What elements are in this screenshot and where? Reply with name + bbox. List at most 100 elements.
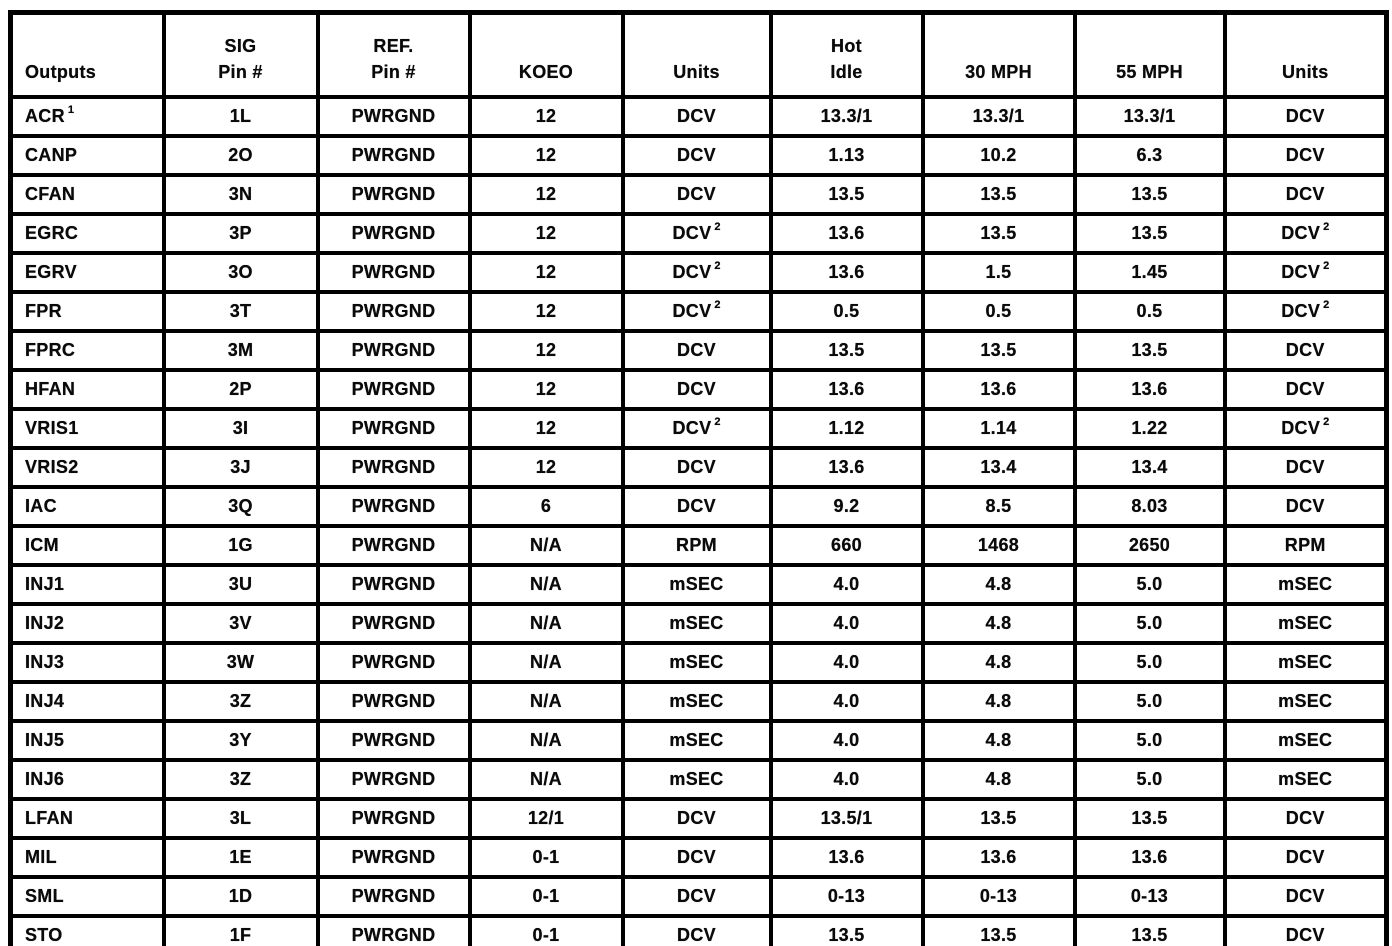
- header-line: Units: [1282, 61, 1329, 82]
- cell-text: DCV: [1285, 184, 1325, 204]
- cell-text: PWRGND: [351, 262, 436, 282]
- cell-text: INJ1: [25, 574, 65, 594]
- 55-mph-cell: 1.45: [1072, 251, 1227, 294]
- table-row-fpr: FPR 3T PWRGND 12 DCV 2 0.5 0.5 0.5 DCV 2: [8, 290, 1389, 333]
- cell-text: PWRGND: [351, 145, 436, 165]
- cell-text: 13.5: [1131, 925, 1168, 945]
- cell-text: DCV: [1281, 418, 1321, 438]
- cell-text: 0-13: [827, 886, 866, 906]
- cell-text: 13.6: [1131, 379, 1168, 399]
- cell-text: 13.5: [1131, 340, 1168, 360]
- output-cell: VRIS2: [8, 446, 166, 489]
- cell-text: 4.0: [833, 730, 860, 750]
- cell-text: PWRGND: [351, 418, 436, 438]
- 55-mph-cell: 13.3/1: [1072, 95, 1227, 138]
- header-line: KOEO: [518, 61, 574, 82]
- units-koeo-cell: DCV 2: [620, 290, 773, 333]
- superscript-footnote: 2: [714, 221, 721, 233]
- cell-text: 0.5: [985, 301, 1012, 321]
- 55-mph-cell: 5.0: [1072, 641, 1227, 684]
- 30-mph-cell: 13.5: [920, 329, 1077, 372]
- cell-text: 0-1: [532, 886, 560, 906]
- sig-pin-cell: 1F: [161, 914, 320, 946]
- cell-text: 1.45: [1131, 262, 1168, 282]
- table-row-hfan: HFAN 2P PWRGND 12 DCV 13.6 13.6 13.6 DCV: [8, 368, 1389, 411]
- cell-text: DCV: [677, 145, 716, 165]
- output-cell: ICM: [8, 524, 166, 567]
- cell-text: 13.6: [828, 379, 865, 399]
- cell-text: 1E: [229, 847, 252, 867]
- cell-text: 4.8: [985, 613, 1012, 633]
- cell-text: 12: [535, 457, 557, 477]
- hot-idle-cell: 13.6: [768, 446, 925, 489]
- cell-text: 13.5: [980, 223, 1017, 243]
- units-drive-cell: DCV 2: [1222, 407, 1389, 450]
- 30-mph-cell: 13.5: [920, 914, 1077, 946]
- cell-text: DCV: [1281, 223, 1321, 243]
- cell-text: 0-1: [532, 925, 560, 945]
- cell-text: 3P: [229, 223, 252, 243]
- cell-text: PWRGND: [351, 457, 436, 477]
- output-cell: EGRV: [8, 251, 166, 294]
- cell-text: 13.6: [828, 262, 865, 282]
- cell-text: DCV: [1285, 340, 1325, 360]
- units-drive-cell: DCV: [1222, 173, 1389, 216]
- table-row-vris2: VRIS2 3J PWRGND 12 DCV 13.6 13.4 13.4 DCV: [8, 446, 1389, 489]
- table-row-sml: SML 1D PWRGND 0-1 DCV 0-13 0-13 0-13 DCV: [8, 875, 1389, 918]
- cell-text: 5.0: [1136, 769, 1163, 789]
- cell-text: DCV: [1285, 379, 1325, 399]
- units-drive-cell: DCV: [1222, 446, 1389, 489]
- cell-text: 12: [535, 223, 557, 243]
- cell-text: ACR: [25, 106, 65, 126]
- koeo-cell: 0-1: [467, 875, 625, 918]
- units-koeo-cell: DCV: [620, 836, 773, 879]
- cell-text: 1.13: [828, 145, 865, 165]
- hot-idle-cell: 13.6: [768, 212, 925, 255]
- cell-text: 4.8: [985, 652, 1012, 672]
- cell-text: PWRGND: [351, 652, 436, 672]
- 30-mph-cell: 13.3/1: [920, 95, 1077, 138]
- cell-text: 4.0: [833, 613, 860, 633]
- 55-mph-cell: 13.5: [1072, 329, 1227, 372]
- cell-text: DCV: [677, 496, 716, 516]
- cell-text: 0-13: [979, 886, 1018, 906]
- 30-mph-cell: 4.8: [920, 719, 1077, 762]
- units-drive-cell: mSEC: [1222, 602, 1389, 645]
- cell-text: N/A: [530, 769, 562, 789]
- koeo-cell: 12: [467, 446, 625, 489]
- units-drive-cell: DCV: [1222, 797, 1389, 840]
- cell-text: 6.3: [1136, 145, 1163, 165]
- units-drive-cell: mSEC: [1222, 719, 1389, 762]
- cell-text: 12: [535, 418, 557, 438]
- cell-text: LFAN: [25, 808, 74, 828]
- 30-mph-cell: 10.2: [920, 134, 1077, 177]
- cell-text: 12: [535, 145, 557, 165]
- 30-mph-cell: 4.8: [920, 758, 1077, 801]
- units-koeo-cell: mSEC: [620, 602, 773, 645]
- cell-text: 12: [535, 379, 557, 399]
- units-koeo-cell: DCV: [620, 797, 773, 840]
- units-koeo-cell: DCV: [620, 914, 773, 946]
- cell-text: 13.6: [980, 379, 1017, 399]
- output-cell: MIL: [8, 836, 166, 879]
- ref-pin-cell: PWRGND: [315, 875, 472, 918]
- cell-text: 8.5: [985, 496, 1012, 516]
- cell-text: PWRGND: [351, 925, 436, 945]
- cell-text: PWRGND: [351, 223, 436, 243]
- koeo-cell: 12: [467, 368, 625, 411]
- cell-text: 13.5: [980, 925, 1017, 945]
- 55-mph-cell: 5.0: [1072, 719, 1227, 762]
- table-row-cfan: CFAN 3N PWRGND 12 DCV 13.5 13.5 13.5 DCV: [8, 173, 1389, 216]
- units-koeo-cell: DCV 2: [620, 407, 773, 450]
- cell-text: INJ3: [25, 652, 65, 672]
- units-koeo-cell: DCV: [620, 134, 773, 177]
- cell-text: DCV: [1285, 496, 1325, 516]
- table-row-canp: CANP 2O PWRGND 12 DCV 1.13 10.2 6.3 DCV: [8, 134, 1389, 177]
- units-drive-cell: DCV: [1222, 875, 1389, 918]
- cell-text: PWRGND: [351, 691, 436, 711]
- hot-idle-cell: 13.5: [768, 329, 925, 372]
- output-cell: ACR 1: [8, 95, 166, 138]
- ref-pin-cell: PWRGND: [315, 95, 472, 138]
- cell-text: PWRGND: [351, 574, 436, 594]
- cell-text: HFAN: [25, 379, 76, 399]
